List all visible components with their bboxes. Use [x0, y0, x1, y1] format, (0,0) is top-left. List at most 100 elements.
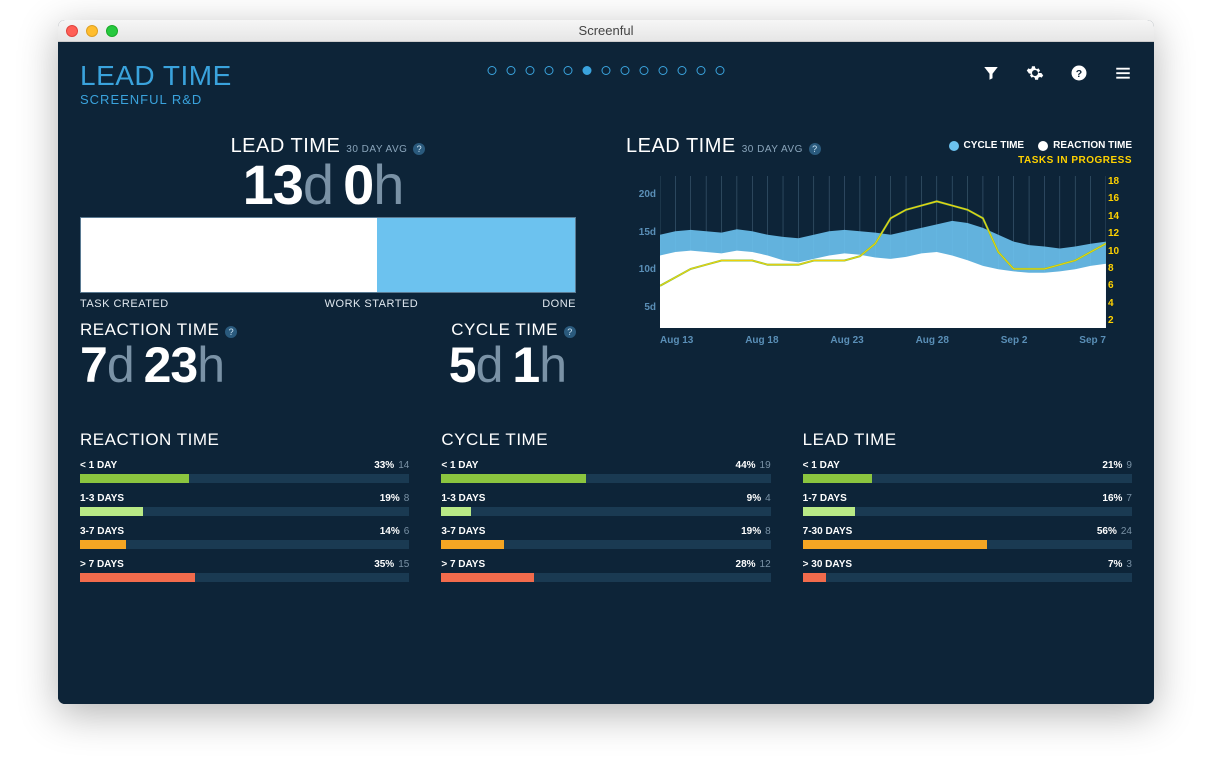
dashboard-content: LEAD TIME SCREENFUL R&D ? LEAD TIME 30 D…	[58, 42, 1154, 704]
reaction-value: 7d23h	[80, 336, 237, 394]
y-right-tick: 18	[1108, 176, 1132, 187]
dist-row-label: < 1 DAY44%19	[441, 460, 770, 471]
stage-done: DONE	[542, 298, 576, 310]
distribution-column: LEAD TIME< 1 DAY21%91-7 DAYS16%77-30 DAY…	[803, 430, 1132, 592]
x-tick: Aug 28	[916, 335, 949, 346]
dist-bar	[441, 573, 533, 582]
pager-dot[interactable]	[602, 66, 611, 75]
cycle-segment	[377, 218, 575, 292]
x-tick: Sep 2	[1001, 335, 1028, 346]
y-right-tick: 6	[1108, 280, 1132, 291]
bar-stage-labels: TASK CREATED WORK STARTED DONE	[80, 298, 576, 310]
dist-bar-track	[80, 540, 409, 549]
dist-bar	[441, 540, 504, 549]
dist-bar-track	[80, 474, 409, 483]
reaction-segment	[81, 218, 377, 292]
distribution-title: CYCLE TIME	[441, 430, 770, 450]
pager-dot[interactable]	[678, 66, 687, 75]
dist-bar	[80, 540, 126, 549]
dist-bar-track	[803, 573, 1132, 582]
y-left-tick: 10d	[626, 264, 656, 275]
app-window: Screenful LEAD TIME SCREENFUL R&D ? LEAD…	[58, 20, 1154, 704]
dist-row-label: < 1 DAY21%9	[803, 460, 1132, 471]
lead-days: 13	[243, 153, 303, 216]
lead-hours: 0	[343, 153, 373, 216]
dist-bar-track	[441, 507, 770, 516]
legend-item: REACTION TIME	[1038, 140, 1132, 151]
y-left-tick: 5d	[626, 302, 656, 313]
lead-time-chart	[660, 176, 1106, 328]
reaction-block: REACTION TIME ? 7d23h	[80, 320, 237, 394]
dist-bar	[441, 507, 471, 516]
minimize-window-button[interactable]	[86, 25, 98, 37]
dist-bar-track	[803, 507, 1132, 516]
pager-dot[interactable]	[507, 66, 516, 75]
x-tick: Aug 13	[660, 335, 693, 346]
pager-dot[interactable]	[621, 66, 630, 75]
cycle-hours: 1	[512, 337, 539, 393]
help-icon[interactable]: ?	[1070, 64, 1088, 82]
reaction-cycle-row: REACTION TIME ? 7d23h CYCLE TIME ?	[80, 320, 576, 394]
chart-x-labels: Aug 13Aug 18Aug 23Aug 28Sep 2Sep 7	[660, 335, 1106, 346]
pager-dot[interactable]	[716, 66, 725, 75]
dist-bar-track	[441, 474, 770, 483]
zoom-window-button[interactable]	[106, 25, 118, 37]
y-right-tick: 10	[1108, 246, 1132, 257]
cycle-days: 5	[449, 337, 476, 393]
pager-dot[interactable]	[526, 66, 535, 75]
distribution-column: CYCLE TIME< 1 DAY44%191-3 DAYS9%43-7 DAY…	[441, 430, 770, 592]
toolbar-icons: ?	[982, 64, 1132, 82]
dist-bar-track	[441, 573, 770, 582]
page-title-block: LEAD TIME SCREENFUL R&D	[80, 60, 232, 107]
pager-dot[interactable]	[488, 66, 497, 75]
x-tick: Sep 7	[1079, 335, 1106, 346]
dist-bar	[80, 573, 195, 582]
cycle-block: CYCLE TIME ? 5d1h	[449, 320, 576, 394]
filter-icon[interactable]	[982, 64, 1000, 82]
y-right-tick: 14	[1108, 211, 1132, 222]
close-window-button[interactable]	[66, 25, 78, 37]
stage-task-created: TASK CREATED	[80, 298, 169, 310]
page-indicator[interactable]	[488, 66, 725, 75]
dist-bar-track	[803, 540, 1132, 549]
pager-dot[interactable]	[583, 66, 592, 75]
dist-bar	[803, 474, 872, 483]
window-title: Screenful	[579, 23, 634, 38]
pager-dot[interactable]	[697, 66, 706, 75]
dist-bar-track	[80, 573, 409, 582]
dist-bar	[803, 507, 856, 516]
stage-work-started: WORK STARTED	[325, 298, 419, 310]
pager-dot[interactable]	[640, 66, 649, 75]
chart-panel: LEAD TIME 30 DAY AVG ? CYCLE TIMEREACTIO…	[626, 135, 1132, 394]
gear-icon[interactable]	[1026, 64, 1044, 82]
help-chart[interactable]: ?	[809, 143, 821, 155]
titlebar: Screenful	[58, 20, 1154, 42]
chart-area: 5d10d15d20d 24681012141618 Aug 13Aug 18A…	[626, 176, 1132, 346]
dist-row-label: > 7 DAYS35%15	[80, 559, 409, 570]
dist-row-label: 1-7 DAYS16%7	[803, 493, 1132, 504]
menu-icon[interactable]	[1114, 64, 1132, 82]
y-right-tick: 4	[1108, 298, 1132, 309]
y-right-tick: 12	[1108, 228, 1132, 239]
legend-item: CYCLE TIME	[949, 140, 1025, 151]
distributions: REACTION TIME< 1 DAY33%141-3 DAYS19%83-7…	[80, 430, 1132, 592]
distribution-column: REACTION TIME< 1 DAY33%141-3 DAYS19%83-7…	[80, 430, 409, 592]
dist-row-label: 1-3 DAYS9%4	[441, 493, 770, 504]
y-left-tick: 20d	[626, 189, 656, 200]
pager-dot[interactable]	[659, 66, 668, 75]
dist-row-label: 3-7 DAYS14%6	[80, 526, 409, 537]
dist-row-label: 1-3 DAYS19%8	[80, 493, 409, 504]
svg-text:?: ?	[1076, 68, 1082, 80]
pager-dot[interactable]	[545, 66, 554, 75]
days-unit: d	[303, 153, 333, 216]
reaction-days: 7	[80, 337, 107, 393]
dist-row-label: > 30 DAYS7%3	[803, 559, 1132, 570]
dist-bar-track	[441, 540, 770, 549]
dist-bar-track	[80, 507, 409, 516]
hours-unit: h	[373, 153, 403, 216]
x-tick: Aug 23	[830, 335, 863, 346]
distribution-title: LEAD TIME	[803, 430, 1132, 450]
topbar: LEAD TIME SCREENFUL R&D ?	[80, 60, 1132, 107]
pager-dot[interactable]	[564, 66, 573, 75]
dist-bar	[80, 474, 189, 483]
